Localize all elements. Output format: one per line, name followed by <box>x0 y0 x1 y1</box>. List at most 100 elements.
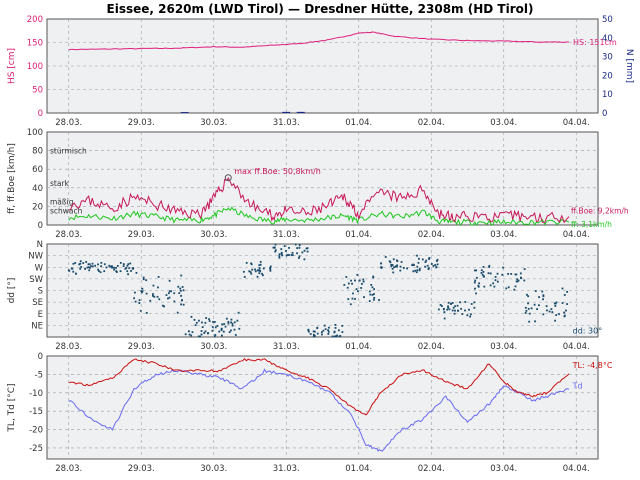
y-tick-label: 100 <box>27 62 43 72</box>
dd-point <box>98 270 100 272</box>
dd-point <box>477 285 480 288</box>
x-tick-label: 28.03. <box>55 464 82 474</box>
dd-point <box>507 272 510 275</box>
dd-point <box>74 262 77 264</box>
dd-point <box>195 321 198 324</box>
dd-point <box>390 265 393 268</box>
dd-point <box>414 269 417 272</box>
dd-point <box>140 291 143 294</box>
dd-point <box>339 335 342 337</box>
dd-point <box>524 312 527 314</box>
dd-point <box>80 266 83 268</box>
dd-point <box>261 272 263 275</box>
dd-point <box>278 253 281 256</box>
dd-point <box>432 265 435 267</box>
dd-point <box>278 255 281 257</box>
hs-annotation: HS: 151cm <box>573 38 617 47</box>
dd-point <box>208 320 211 322</box>
dd-point <box>280 251 283 254</box>
dd-point <box>396 264 399 267</box>
dd-point <box>452 306 455 309</box>
dd-point <box>211 326 214 328</box>
dd-point <box>115 266 117 269</box>
dd-point <box>453 312 456 315</box>
dd-point <box>97 268 100 271</box>
dd-point <box>469 315 472 318</box>
dd-point <box>138 302 141 305</box>
dd-point <box>122 263 125 266</box>
dd-annotation: dd: 30° <box>573 327 603 336</box>
dd-point <box>480 272 483 274</box>
dd-point <box>129 262 132 265</box>
x-tick-label: 28.03. <box>55 342 82 352</box>
dd-point <box>527 302 529 305</box>
dd-point <box>281 254 284 257</box>
dd-point <box>94 264 97 267</box>
dd-point <box>435 260 438 262</box>
dd-point <box>152 293 154 295</box>
dd-point <box>346 286 349 289</box>
dd-point <box>288 246 290 249</box>
x-tick-label: 04.04. <box>563 342 590 352</box>
dd-point <box>303 258 306 261</box>
y-tick-label: -25 <box>29 444 43 454</box>
dd-point <box>119 261 122 264</box>
dd-point <box>542 295 545 298</box>
dd-point <box>517 279 520 282</box>
y-tick-label: 50 <box>32 86 43 96</box>
dd-point <box>534 320 536 323</box>
dd-point <box>242 270 245 273</box>
dd-point <box>439 304 442 306</box>
dd-point <box>542 313 545 316</box>
dd-point <box>237 311 240 314</box>
dd-point <box>298 244 301 247</box>
dd-point <box>225 317 228 320</box>
dd-point <box>301 251 304 254</box>
dd-point <box>203 332 206 334</box>
dd-point <box>269 268 272 271</box>
dd-point <box>163 305 166 308</box>
y-tick-label: 0 <box>38 109 43 119</box>
dd-point <box>88 269 91 272</box>
dd-point <box>475 292 477 295</box>
dd-point <box>190 315 193 318</box>
dd-point <box>142 278 145 281</box>
dd-point <box>312 335 315 338</box>
dd-point <box>555 314 558 316</box>
dd-point <box>312 330 315 333</box>
dd-point <box>153 295 156 298</box>
dd-point <box>473 301 476 304</box>
dd-point <box>425 259 428 262</box>
dd-point <box>502 266 504 269</box>
dd-point <box>542 298 544 301</box>
dd-point <box>501 273 504 276</box>
dd-point <box>103 263 106 266</box>
dd-point <box>494 276 497 278</box>
dd-point <box>437 308 440 311</box>
dd-point <box>428 258 430 260</box>
dd-point <box>313 330 316 333</box>
x-tick-label: 03.04. <box>490 464 517 474</box>
dd-point <box>538 304 540 307</box>
dd-point <box>181 299 183 302</box>
dd-point <box>415 271 418 274</box>
x-tick-label: 30.03. <box>200 230 227 240</box>
dd-point <box>234 334 237 336</box>
dd-point <box>561 287 564 290</box>
dd-point <box>321 333 323 336</box>
dd-point <box>152 284 155 287</box>
dd-point <box>553 302 556 305</box>
dd-point <box>334 327 337 329</box>
dd-point <box>447 306 450 309</box>
dd-point <box>323 324 326 327</box>
dd-point <box>103 270 106 273</box>
dd-point <box>184 333 187 336</box>
panel-4: -25 -20 -15 -10 -5 0 28.03. 29.03. 30.03. 31.03. 0… <box>7 352 613 474</box>
dd-point <box>443 311 446 314</box>
x-tick-label: 30.03. <box>200 118 227 128</box>
y2-tick-label: 40 <box>602 34 613 44</box>
dd-point <box>303 249 306 252</box>
dd-point <box>516 280 519 283</box>
dd-point <box>201 326 204 329</box>
